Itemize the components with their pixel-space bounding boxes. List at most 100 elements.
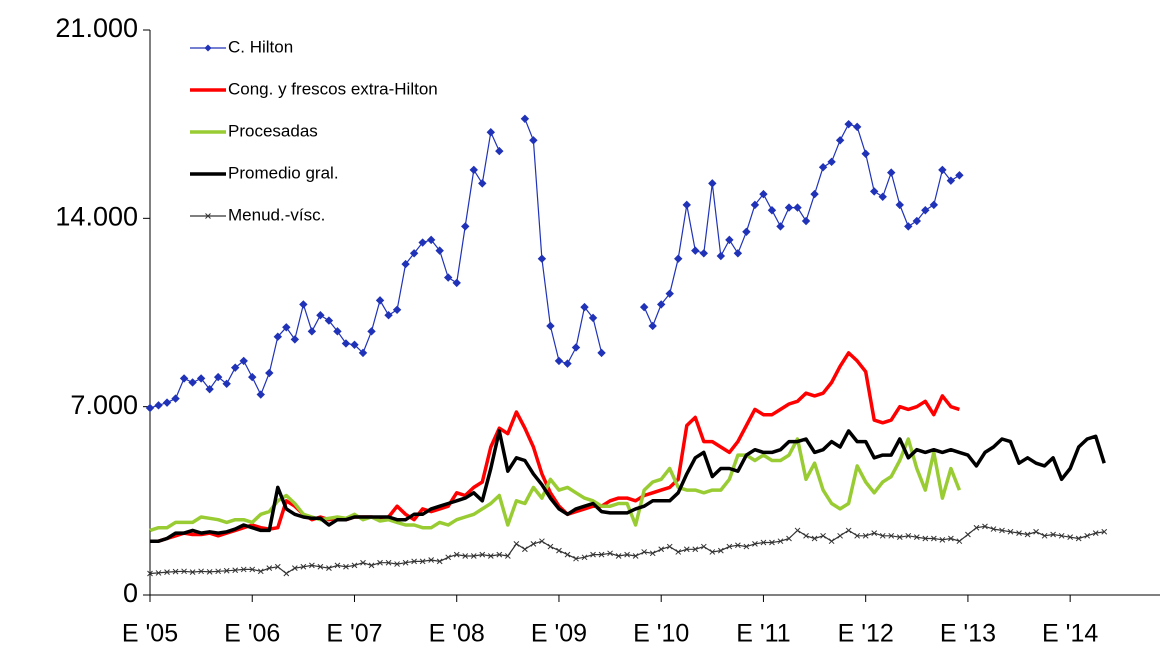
point-marker (699, 249, 709, 258)
y-tick-label: 21.000 (55, 13, 138, 43)
x-tick-label: E '07 (326, 620, 382, 646)
point-marker (375, 296, 385, 305)
legend-label: Promedio gral. (228, 163, 339, 182)
point-marker (982, 523, 988, 530)
point-marker (213, 372, 223, 382)
point-marker (564, 551, 571, 558)
point-marker (333, 327, 342, 336)
point-marker (368, 562, 375, 569)
point-marker (291, 565, 298, 571)
point-marker (938, 165, 947, 175)
point-marker (222, 379, 231, 389)
point-marker (196, 374, 206, 383)
point-marker (828, 538, 835, 545)
point-marker (239, 356, 248, 366)
point-marker (198, 568, 204, 575)
legend-label: Procesadas (228, 121, 318, 140)
point-marker (691, 246, 700, 255)
point-marker (786, 535, 792, 542)
point-marker (462, 553, 469, 559)
point-marker (418, 238, 427, 247)
point-marker (563, 359, 572, 368)
point-marker (556, 547, 562, 554)
series-line (150, 429, 1106, 543)
point-marker (725, 235, 734, 245)
point-marker (665, 289, 674, 298)
x-tick-label: E '06 (224, 620, 280, 646)
point-marker (752, 541, 758, 547)
point-marker (205, 384, 214, 394)
point-marker (495, 146, 504, 156)
point-marker (590, 551, 596, 558)
series-line (149, 437, 962, 533)
point-marker (496, 551, 503, 558)
point-marker (581, 554, 588, 561)
point-marker (1024, 531, 1031, 538)
point-marker (504, 553, 511, 559)
y-tick-label: 14.000 (55, 201, 138, 231)
point-marker (539, 538, 545, 545)
point-marker (223, 567, 230, 574)
x-tick-label: E '08 (429, 620, 485, 646)
legend-label: Menud.-vísc. (228, 205, 325, 224)
point-marker (1075, 535, 1082, 542)
point-marker (188, 378, 197, 387)
point-marker (334, 562, 341, 569)
point-marker (717, 547, 724, 554)
point-marker (394, 561, 400, 567)
point-marker (274, 563, 281, 570)
point-marker (810, 189, 819, 199)
point-marker (862, 532, 869, 539)
point-marker (776, 222, 785, 231)
point-marker (683, 546, 690, 553)
point-marker (409, 249, 419, 258)
point-marker (470, 553, 477, 559)
point-marker (835, 136, 845, 145)
point-marker (607, 550, 613, 557)
x-tick-label: E '09 (531, 620, 587, 646)
point-marker (649, 550, 656, 557)
point-marker (598, 551, 605, 558)
point-marker (666, 543, 673, 550)
point-marker (147, 570, 153, 577)
point-marker (852, 122, 862, 132)
point-marker (913, 534, 920, 541)
point-marker (641, 549, 648, 555)
point-marker (1084, 532, 1091, 539)
point-marker (384, 310, 393, 320)
y-tick-label: 7.000 (70, 390, 138, 420)
point-marker (965, 531, 971, 538)
point-marker (624, 551, 630, 558)
legend-marker (204, 44, 212, 52)
point-marker (845, 527, 852, 534)
point-marker (639, 302, 649, 312)
point-marker (299, 300, 308, 309)
point-marker (290, 335, 300, 344)
series-line (149, 118, 960, 409)
point-marker (811, 535, 818, 542)
legend-label: C. Hilton (228, 37, 293, 56)
point-marker (324, 316, 334, 325)
point-marker (300, 563, 307, 570)
point-marker (248, 372, 257, 382)
x-tick-label: E '10 (633, 620, 689, 646)
point-marker (341, 339, 351, 348)
legend-label: Cong. y frescos extra-Hilton (228, 79, 438, 98)
point-marker (282, 323, 291, 332)
point-marker (266, 565, 273, 571)
point-marker (215, 568, 222, 575)
point-marker (435, 246, 444, 255)
point-marker (520, 114, 530, 123)
legend-marker (205, 213, 211, 219)
point-marker (343, 563, 349, 570)
point-marker (522, 546, 528, 553)
point-marker (461, 222, 470, 231)
point-marker (675, 549, 682, 555)
point-marker (154, 401, 163, 410)
point-marker (632, 553, 639, 559)
point-marker (674, 254, 683, 263)
point-marker (206, 569, 213, 575)
point-marker (392, 305, 402, 315)
point-marker (162, 398, 172, 407)
